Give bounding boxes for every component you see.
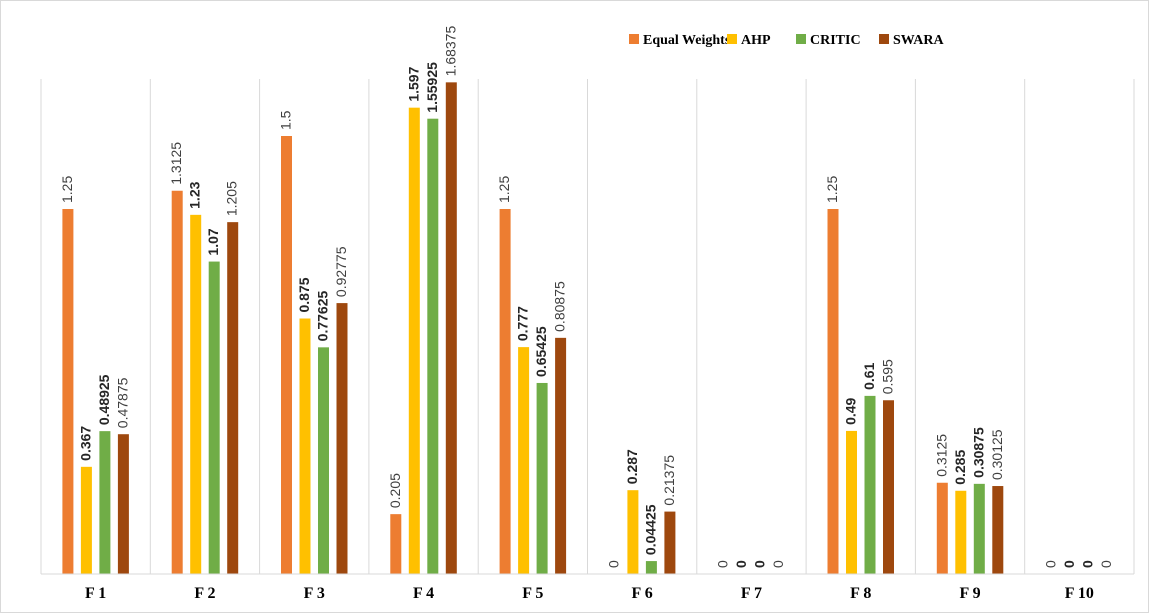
bar-ahp <box>627 490 639 574</box>
bar-equal-weights <box>499 209 511 574</box>
x-tick-label: F 2 <box>194 585 215 602</box>
legend-swatch <box>629 34 639 44</box>
bar-equal-weights <box>827 209 839 574</box>
data-label: 0 <box>1080 560 1096 568</box>
bar-swara <box>227 222 239 574</box>
data-label: 0 <box>733 560 749 568</box>
legend-label: AHP <box>741 33 771 48</box>
bar-equal-weights <box>936 482 948 574</box>
data-label: 0.205 <box>387 473 403 508</box>
data-label: 0 <box>770 560 786 568</box>
data-label: 0.367 <box>77 426 93 461</box>
legend-swatch <box>796 34 806 44</box>
bar-swara <box>883 400 894 574</box>
bar-critic <box>99 431 111 574</box>
data-label: 1.25 <box>496 176 512 203</box>
legend-label: CRITIC <box>810 33 861 48</box>
data-label: 1.55925 <box>424 62 440 113</box>
data-label: 0.92775 <box>333 246 349 297</box>
data-label: 0.875 <box>296 277 312 312</box>
bar-equal-weights <box>171 190 183 574</box>
data-label: 0.77625 <box>315 291 331 342</box>
data-label: 1.205 <box>224 181 240 216</box>
bar-ahp <box>80 466 92 574</box>
bar-swara <box>336 303 348 574</box>
x-tick-label: F 4 <box>413 585 434 602</box>
data-label: 0 <box>605 560 621 568</box>
bar-critic <box>536 382 548 574</box>
x-tick-label: F 8 <box>850 585 871 602</box>
bar-swara <box>117 434 129 574</box>
x-tick-label: F 3 <box>304 585 325 602</box>
legend: Equal Weights AHP CRITIC SWARA <box>629 33 944 48</box>
bar-critic <box>645 561 657 574</box>
category-labels-group: F 1 F 2 F 3 F 4 F 5 F 6 F 7 F 8 F 9 F 10 <box>85 585 1094 602</box>
data-label: 1.5 <box>278 110 294 130</box>
legend-label: Equal Weights <box>643 33 731 48</box>
data-label: 0 <box>1098 560 1114 568</box>
data-label: 0 <box>715 560 731 568</box>
bar-swara <box>664 511 676 574</box>
legend-swatch <box>727 34 737 44</box>
legend-swatch <box>879 34 889 44</box>
data-label: 0.30875 <box>970 427 986 478</box>
bar-critic <box>427 118 439 574</box>
bar-equal-weights <box>390 514 402 574</box>
x-tick-label: F 6 <box>632 585 653 602</box>
x-tick-label: F 1 <box>85 585 106 602</box>
data-label: 0 <box>1061 560 1077 568</box>
bar-critic <box>208 261 220 574</box>
data-label: 1.3125 <box>168 142 184 185</box>
bars-group <box>62 82 1004 575</box>
data-label: 0.48925 <box>96 374 112 425</box>
data-label: 0.65425 <box>533 326 549 377</box>
data-label: 0 <box>752 560 768 568</box>
data-label: 1.68375 <box>442 26 458 77</box>
bar-swara <box>445 82 457 574</box>
bar-swara <box>992 486 1004 574</box>
data-label: 0.595 <box>880 359 896 394</box>
x-tick-label: F 7 <box>741 585 762 602</box>
bar-ahp <box>299 318 311 574</box>
data-label: 0.04425 <box>642 504 658 555</box>
data-label: 0.80875 <box>552 281 568 332</box>
bar-ahp <box>518 347 530 574</box>
data-label: 1.23 <box>187 181 203 208</box>
data-label: 0 <box>1043 560 1059 568</box>
data-label: 0.285 <box>952 450 968 485</box>
data-label: 0.3125 <box>933 434 949 477</box>
bar-equal-weights <box>281 136 292 574</box>
bar-equal-weights <box>62 209 74 574</box>
data-label: 0.49 <box>843 397 859 424</box>
bar-critic <box>864 395 876 574</box>
data-label: 0.777 <box>515 306 531 341</box>
data-label: 1.597 <box>405 66 421 101</box>
category-separators <box>40 79 1135 574</box>
data-label: 1.25 <box>824 176 840 203</box>
bar-critic <box>973 483 985 574</box>
bar-swara <box>555 337 567 574</box>
legend-label: SWARA <box>893 33 944 48</box>
bar-ahp <box>955 490 967 574</box>
bar-ahp <box>190 214 202 574</box>
x-tick-label: F 5 <box>522 585 543 602</box>
data-label: 0.30125 <box>989 429 1005 480</box>
x-tick-label: F 9 <box>959 585 980 602</box>
data-label: 0.21375 <box>661 455 677 506</box>
data-label: 0.61 <box>861 362 877 389</box>
data-label: 0.287 <box>624 449 640 484</box>
data-label: 0.47875 <box>114 377 130 428</box>
bar-ahp <box>408 107 420 575</box>
bar-critic <box>318 347 329 574</box>
x-tick-label: F 10 <box>1065 585 1094 602</box>
data-label: 1.07 <box>205 228 221 255</box>
data-label: 1.25 <box>59 176 75 203</box>
bar-ahp <box>846 430 857 574</box>
